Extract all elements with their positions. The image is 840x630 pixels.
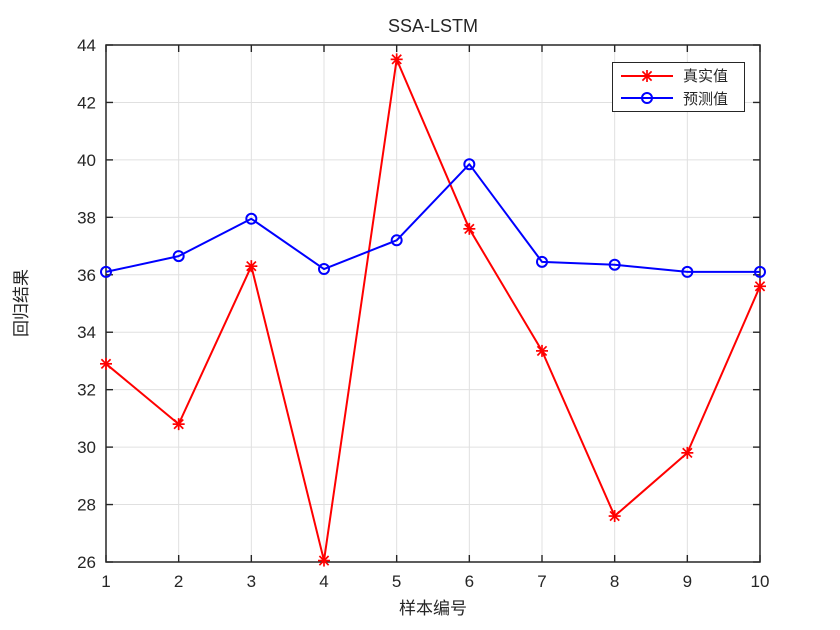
x-tick-label: 2 bbox=[174, 572, 183, 591]
circle-marker bbox=[463, 158, 476, 171]
asterisk-marker bbox=[463, 222, 476, 235]
asterisk-marker bbox=[172, 418, 185, 431]
y-tick-label: 36 bbox=[77, 266, 96, 285]
y-axis-label: 回归结果 bbox=[12, 269, 31, 337]
x-tick-label: 3 bbox=[247, 572, 256, 591]
y-tick-label: 38 bbox=[77, 208, 96, 227]
series-markers-0 bbox=[100, 53, 766, 567]
asterisk-marker bbox=[536, 344, 548, 357]
legend-label: 预测值 bbox=[683, 90, 729, 108]
series-line-0 bbox=[105, 58, 761, 562]
y-tick-label: 32 bbox=[77, 381, 96, 400]
circle-marker bbox=[536, 255, 548, 268]
circle-marker bbox=[390, 234, 403, 247]
x-tick-label: 4 bbox=[319, 572, 328, 591]
series-markers-1 bbox=[100, 158, 766, 278]
asterisk-marker bbox=[608, 510, 621, 523]
asterisk-spoke bbox=[173, 418, 184, 430]
axis-box bbox=[105, 44, 761, 563]
x-tick-label: 1 bbox=[101, 572, 110, 591]
chart-title: SSA-LSTM bbox=[388, 16, 478, 36]
circle-marker bbox=[608, 258, 621, 271]
legend-label: 真实值 bbox=[683, 68, 729, 86]
circle-marker bbox=[754, 265, 766, 278]
asterisk-marker bbox=[100, 357, 112, 370]
y-tick-label: 44 bbox=[77, 36, 96, 55]
circle-marker bbox=[318, 263, 330, 276]
asterisk-marker bbox=[681, 446, 694, 459]
y-tick-label: 42 bbox=[77, 93, 96, 112]
asterisk-marker bbox=[641, 69, 653, 82]
legend-item-1: 预测值 bbox=[613, 87, 744, 109]
legend-sample-circle-icon bbox=[621, 92, 673, 105]
x-tick-label: 6 bbox=[465, 572, 474, 591]
asterisk-marker bbox=[245, 260, 258, 273]
asterisk-spoke bbox=[609, 510, 620, 522]
circle-marker bbox=[681, 265, 694, 278]
y-tick-label: 30 bbox=[77, 438, 96, 457]
circle-marker bbox=[100, 265, 112, 278]
circle-marker bbox=[172, 250, 185, 263]
y-tick-label: 40 bbox=[77, 151, 96, 170]
x-tick-label: 7 bbox=[537, 572, 546, 591]
legend-sample-asterisk-icon bbox=[621, 69, 673, 82]
asterisk-marker bbox=[754, 280, 766, 293]
asterisk-spoke bbox=[464, 223, 475, 235]
legend: 真实值 预测值 bbox=[612, 62, 745, 112]
x-tick-label: 9 bbox=[683, 572, 692, 591]
x-tick-label: 8 bbox=[610, 572, 619, 591]
y-tick-label: 34 bbox=[77, 323, 96, 342]
asterisk-spoke bbox=[682, 447, 693, 459]
asterisk-spoke bbox=[246, 260, 257, 272]
circle-marker bbox=[641, 92, 653, 105]
asterisk-spoke bbox=[641, 70, 653, 81]
circle-marker bbox=[245, 212, 258, 225]
asterisk-marker bbox=[390, 53, 403, 66]
x-tick-label: 10 bbox=[751, 572, 770, 591]
y-tick-label: 26 bbox=[77, 553, 96, 572]
x-axis-label: 样本编号 bbox=[399, 599, 467, 618]
asterisk-spoke bbox=[536, 345, 548, 357]
legend-item-0: 真实值 bbox=[613, 65, 744, 87]
series-line-1 bbox=[105, 163, 760, 273]
y-tick-label: 28 bbox=[77, 496, 96, 515]
asterisk-spoke bbox=[100, 358, 112, 370]
asterisk-spoke bbox=[391, 54, 402, 65]
asterisk-spoke bbox=[754, 281, 766, 292]
asterisk-spoke bbox=[318, 555, 330, 566]
x-tick-label: 5 bbox=[392, 572, 401, 591]
asterisk-marker bbox=[318, 554, 330, 567]
